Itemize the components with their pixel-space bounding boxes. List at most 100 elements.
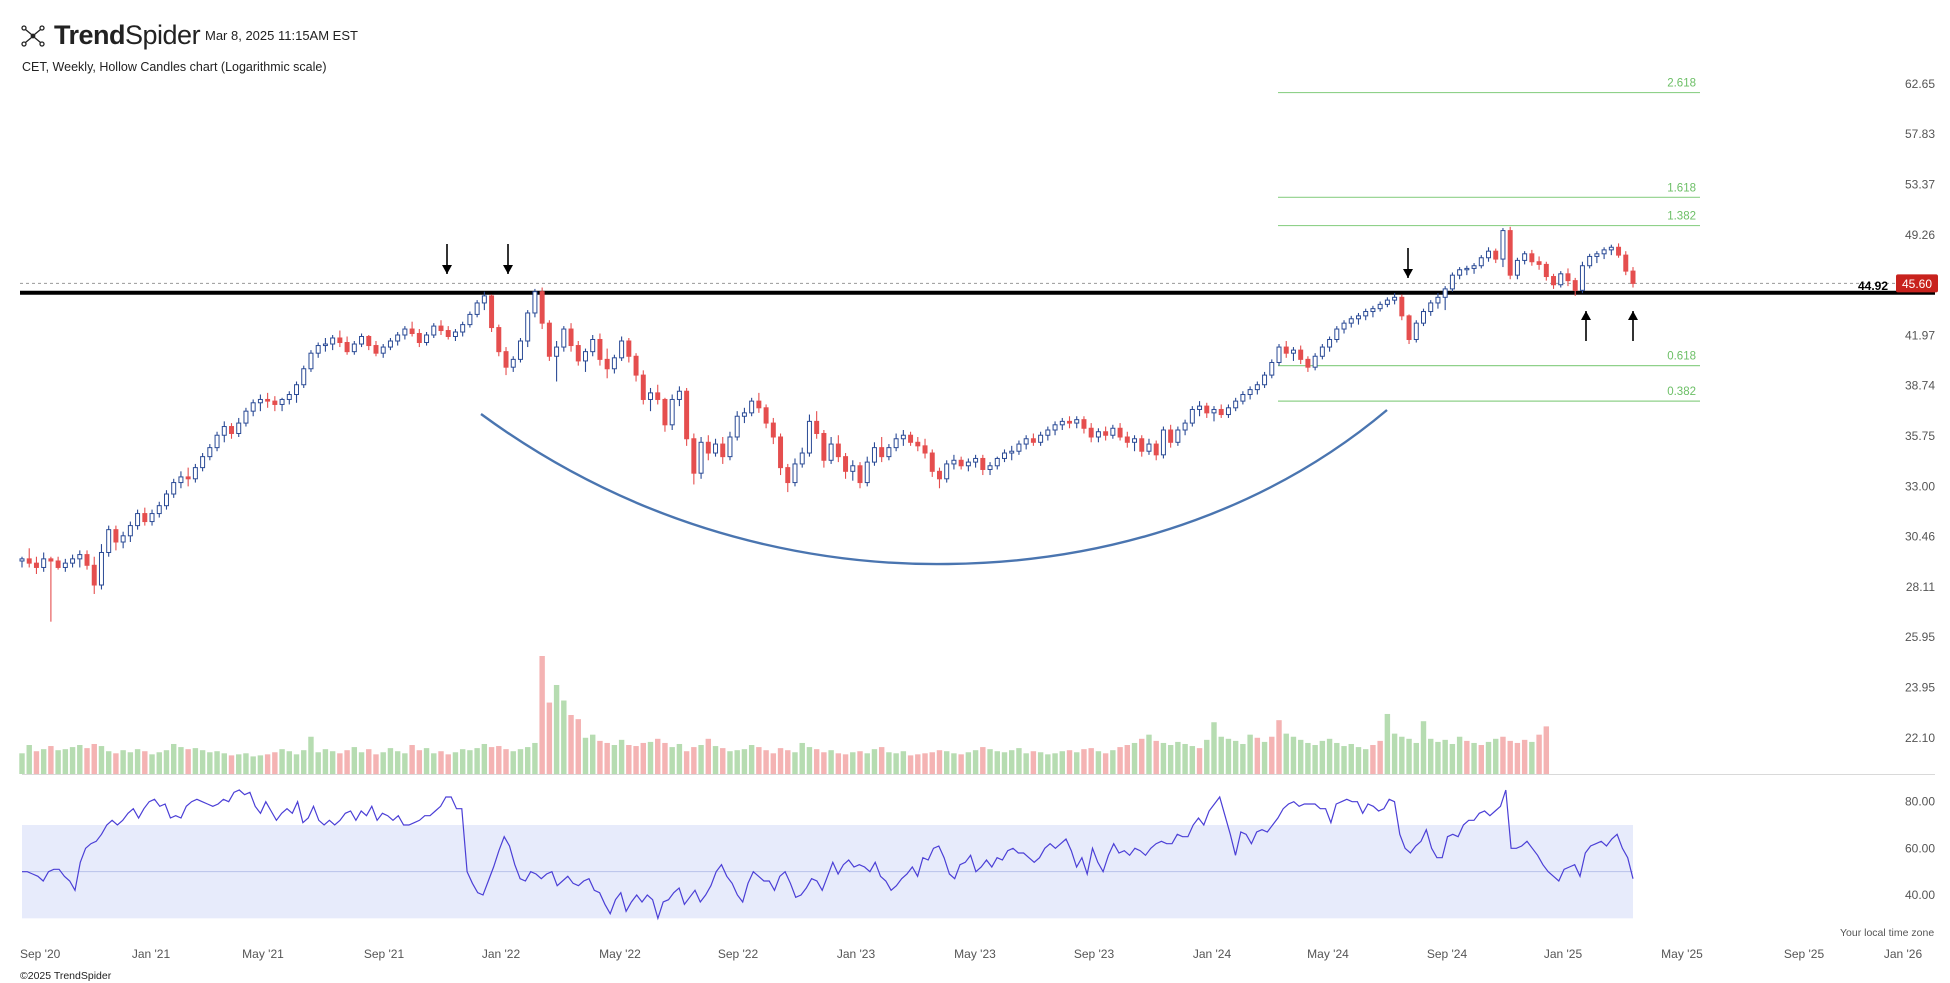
volume-bar — [850, 752, 856, 774]
volume-bar — [1167, 745, 1174, 774]
volume-bar — [828, 750, 834, 774]
candle-body — [294, 384, 300, 396]
candle-body — [178, 476, 184, 484]
candle-body — [1067, 420, 1072, 424]
candle-body — [734, 415, 740, 438]
volume-bar — [1334, 742, 1340, 774]
candle-body — [1435, 296, 1441, 304]
volume-bar — [799, 742, 805, 774]
volume-bar — [120, 750, 126, 774]
fib-level-label: 1.618 — [1667, 182, 1696, 194]
candle-body — [843, 456, 849, 472]
volume-bar — [857, 751, 863, 774]
fib-level-label: 0.618 — [1667, 351, 1696, 363]
volume-bar — [748, 745, 755, 774]
price-tick-label: 38.74 — [1905, 379, 1935, 393]
time-tick-label: Jan '26 — [1884, 947, 1923, 961]
candle-body — [460, 324, 466, 333]
volume-bar — [272, 752, 278, 774]
volume-bar — [113, 753, 119, 774]
volume-bar — [763, 750, 769, 774]
candle-body — [648, 392, 653, 400]
candle-body — [62, 562, 68, 568]
volume-bar — [1037, 752, 1044, 774]
volume-bar — [1493, 738, 1499, 774]
candle-body — [973, 457, 979, 463]
candle-body — [265, 398, 271, 402]
volume-bar — [1124, 745, 1131, 774]
candle-body — [554, 346, 560, 357]
volume-bar — [503, 749, 509, 774]
volume-bar — [127, 752, 134, 774]
candle-body — [120, 535, 126, 543]
candle-body — [1146, 443, 1152, 452]
candle-body — [655, 392, 661, 400]
volume-bar — [712, 746, 719, 774]
candle-body — [1442, 288, 1448, 298]
candle-body — [727, 436, 733, 458]
fib-level-label: 0.382 — [1667, 386, 1696, 398]
level-price-label: 44.92 — [1858, 279, 1888, 293]
cup-arc-curve — [480, 409, 1388, 566]
volume-bar — [344, 750, 350, 774]
candle-body — [1543, 263, 1549, 278]
candle-body — [994, 457, 1000, 467]
candle-body — [1493, 250, 1499, 260]
candle-body — [431, 325, 437, 336]
candle-body — [229, 426, 234, 434]
volume-bar — [770, 753, 777, 774]
volume-bar — [1175, 741, 1181, 774]
candle-body — [1594, 253, 1600, 257]
candle-body — [1132, 438, 1138, 443]
candle-body — [149, 513, 155, 523]
volume-bar — [1146, 734, 1152, 774]
volume-bar — [62, 749, 69, 774]
candle-body — [1522, 253, 1528, 261]
candle-body — [900, 434, 906, 440]
volume-bar — [1413, 742, 1419, 774]
candle-body — [814, 420, 820, 434]
fibonacci-extension[interactable]: 2.618 1.618 1.382 0.618 0.382 — [1278, 78, 1700, 402]
candle-body — [1182, 422, 1188, 431]
volume-bar — [322, 749, 329, 774]
rsi-axis: 80.00 60.00 40.00 — [1905, 795, 1935, 902]
cup-arc-drawing[interactable] — [480, 409, 1388, 566]
volume-bar — [474, 748, 480, 774]
candle-body — [713, 443, 719, 454]
volume-bar — [142, 751, 148, 774]
candle-body — [987, 465, 993, 470]
resistance-level[interactable] — [20, 282, 1935, 295]
candle-body — [1298, 349, 1304, 360]
volume-bar — [459, 749, 466, 774]
volume-bar — [1131, 742, 1138, 774]
volume-bar — [214, 751, 220, 774]
volume-bar — [380, 752, 386, 774]
price-tick-label: 33.00 — [1905, 479, 1935, 493]
volume-bar — [532, 742, 538, 774]
candle-body — [770, 422, 776, 438]
volume-bar — [387, 748, 394, 774]
candle-body — [611, 357, 617, 370]
volume-bar — [192, 748, 199, 774]
candle-body — [41, 558, 47, 568]
volume-bar — [806, 747, 813, 774]
candle-body — [1551, 276, 1557, 286]
candle-body — [1074, 419, 1080, 424]
candle-body — [936, 470, 942, 480]
candle-body — [171, 482, 177, 495]
candle-body — [575, 345, 581, 362]
candle-body — [395, 334, 401, 342]
time-tick-label: May '24 — [1307, 947, 1349, 961]
annotation-arrows[interactable] — [442, 244, 1638, 341]
candle-body — [1016, 443, 1022, 452]
candle-body — [532, 291, 538, 314]
candle-body — [1153, 443, 1159, 456]
volume-bar — [1254, 737, 1261, 774]
volume-bar — [423, 748, 430, 774]
candle-body — [70, 558, 76, 564]
volume-bar — [1269, 736, 1275, 774]
candle-body — [416, 332, 422, 344]
candle-body — [1269, 361, 1275, 376]
candle-body — [958, 459, 964, 467]
